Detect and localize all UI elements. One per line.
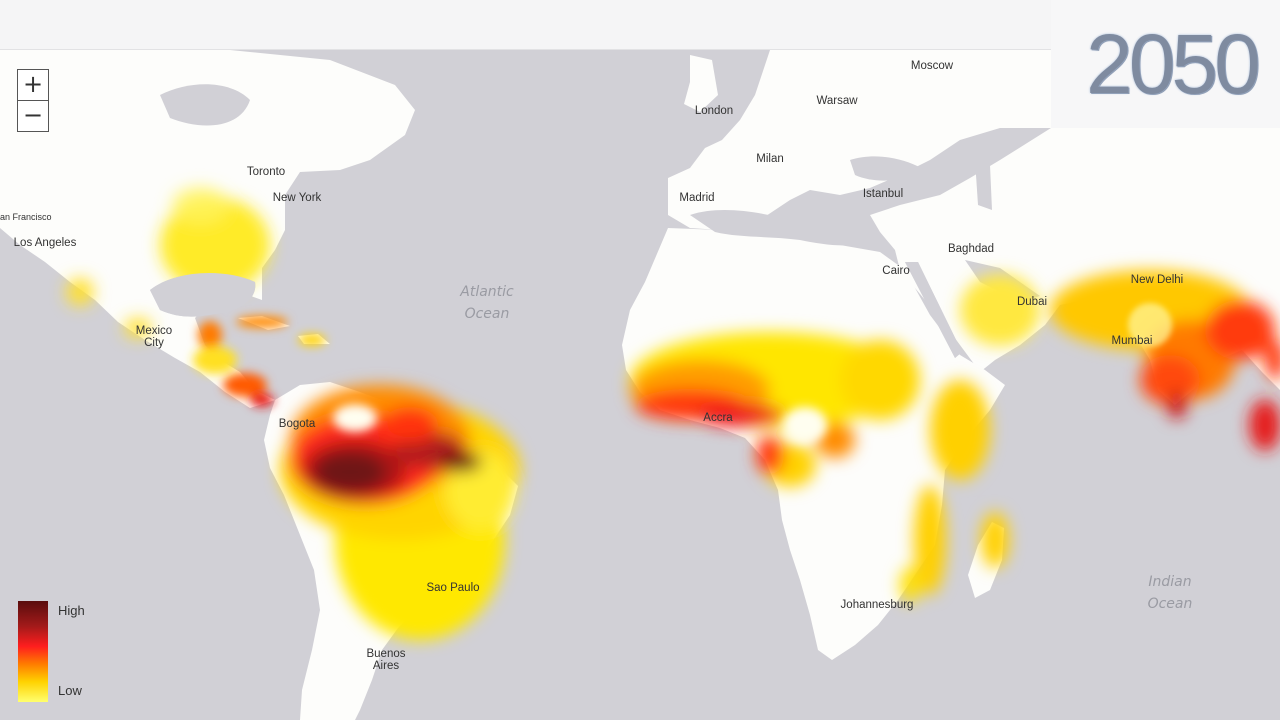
zoom-in-button[interactable]: + <box>22 70 44 98</box>
year-panel <box>1051 0 1280 128</box>
year-display: 2050 <box>1086 17 1261 111</box>
city-label-mexico-city: Mexico City <box>135 325 173 349</box>
city-label-milan: Milan <box>756 153 784 165</box>
ocean-label-indian: Indian Ocean <box>1147 574 1193 612</box>
legend-high-label: High <box>58 603 85 618</box>
city-label-johannesburg: Johannesburg <box>840 599 914 611</box>
zoom-control: + − <box>17 69 49 132</box>
hudson-bay <box>160 84 250 126</box>
legend-low-label: Low <box>58 683 82 698</box>
city-label-istanbul: Istanbul <box>862 188 904 200</box>
city-label-san-francisco: an Francisco <box>0 212 52 222</box>
city-label-baghdad: Baghdad <box>947 243 995 255</box>
city-label-mumbai: Mumbai <box>1111 335 1153 347</box>
city-label-bogota: Bogota <box>278 418 316 430</box>
city-label-warsaw: Warsaw <box>816 95 858 107</box>
mediterranean-sea <box>690 210 880 246</box>
city-label-moscow: Moscow <box>910 60 954 72</box>
caspian-sea <box>975 160 992 210</box>
europe-land <box>668 50 1051 230</box>
city-label-madrid: Madrid <box>679 192 715 204</box>
city-label-new-york: New York <box>272 192 322 204</box>
city-label-toronto: Toronto <box>246 166 286 178</box>
risk-heatmap <box>66 187 1280 640</box>
city-label-buenos-aires: Buenos Aires <box>366 648 406 672</box>
city-label-sao-paulo: Sao Paulo <box>426 582 480 594</box>
zoom-out-button[interactable]: − <box>18 100 48 131</box>
city-label-cairo: Cairo <box>882 265 910 277</box>
legend-color-scale <box>18 601 48 702</box>
city-label-new-delhi: New Delhi <box>1130 274 1184 286</box>
city-label-dubai: Dubai <box>1016 296 1048 308</box>
great-britain-land <box>684 55 718 112</box>
city-label-london: London <box>694 105 734 117</box>
inland-water-overlay <box>150 262 962 358</box>
black-sea <box>850 156 925 181</box>
city-label-accra: Accra <box>703 412 733 424</box>
ocean-label-atlantic: Atlantic Ocean <box>460 284 514 322</box>
city-label-los-angeles: Los Angeles <box>13 237 77 249</box>
